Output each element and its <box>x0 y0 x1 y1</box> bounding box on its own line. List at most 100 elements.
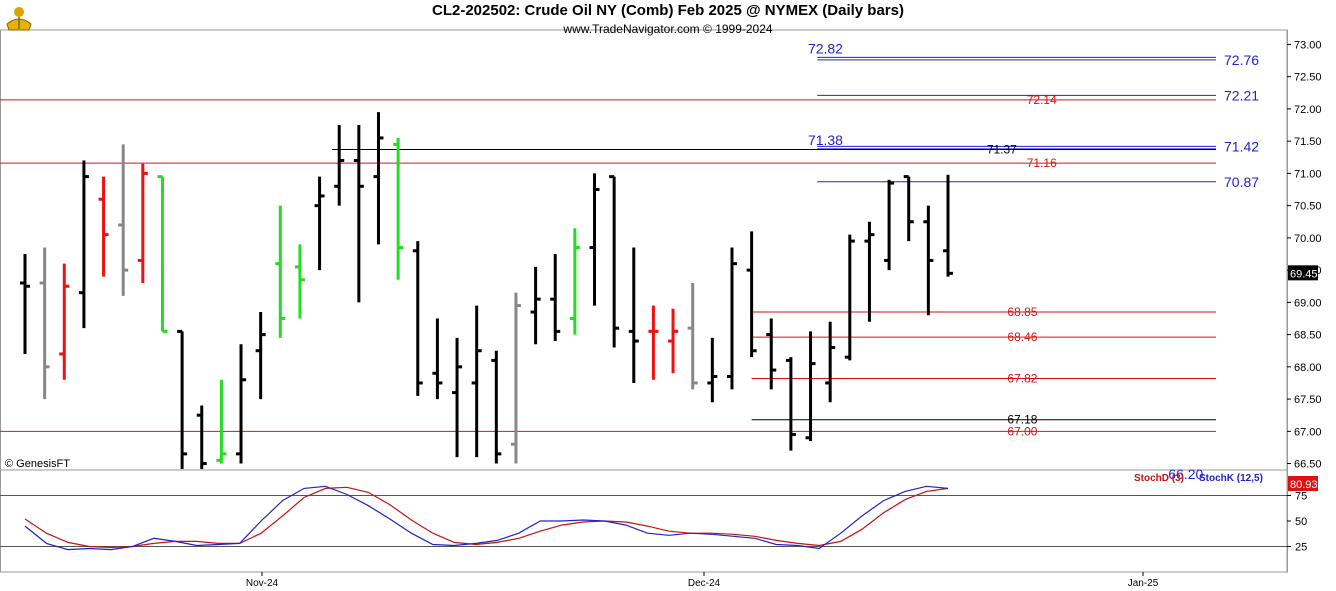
price-tick-label: 72.50 <box>1294 72 1322 84</box>
level-label: 72.76 <box>1224 52 1259 68</box>
price-bar <box>746 231 757 358</box>
level-label: 68.85 <box>1007 305 1037 319</box>
price-bar <box>668 308 679 374</box>
price-bar <box>98 176 109 277</box>
price-bar <box>39 247 50 400</box>
date-tick-label: Jan-25 <box>1128 578 1159 589</box>
level-label: 72.21 <box>1224 87 1259 103</box>
date-axis: Nov-24 Dec-24 Jan-25 <box>246 572 1159 589</box>
price-bar <box>609 175 620 348</box>
price-tick-label: 67.50 <box>1294 394 1322 406</box>
last-price-label: 69.45 <box>1290 268 1318 280</box>
price-bar <box>255 312 266 400</box>
price-bar <box>275 205 286 338</box>
stoch-d-line <box>24 486 949 549</box>
date-tick-label: Nov-24 <box>246 578 279 589</box>
price-bar <box>314 176 325 271</box>
price-bar <box>118 144 129 296</box>
stoch-k-line <box>24 485 949 551</box>
price-bar <box>825 321 836 403</box>
last-price-box <box>1288 265 1318 281</box>
price-bar <box>884 179 895 271</box>
price-axis: 73.0072.5072.0071.5071.0070.5070.0069.50… <box>1287 39 1322 471</box>
chart-subtitle: www.TradeNavigator.com © 1999-2024 <box>563 22 773 36</box>
level-label: 70.87 <box>1224 174 1259 190</box>
level-label: 71.16 <box>1027 156 1057 170</box>
price-bar <box>78 160 89 329</box>
price-tick-label: 66.50 <box>1294 459 1322 471</box>
level-label: 72.82 <box>808 40 843 56</box>
price-bar <box>550 254 561 342</box>
price-bar <box>648 305 659 380</box>
price-bar <box>157 175 168 333</box>
stoch-tick-label: 25 <box>1295 542 1307 554</box>
price-bar <box>412 241 423 396</box>
chart-title: CL2-202502: Crude Oil NY (Comb) Feb 2025… <box>432 2 904 19</box>
level-label: 67.82 <box>1007 371 1037 385</box>
stoch-tick-label: 50 <box>1295 516 1307 528</box>
date-tick-label: Dec-24 <box>688 578 721 589</box>
stochastic-panel: 75 50 25 80.93 <box>0 476 1318 554</box>
level-lines: 72.82 72.76 72.21 72.14 71.42 71.38 71.37 71.16… <box>0 40 1259 482</box>
level-label: 71.38 <box>808 132 843 148</box>
price-bar <box>177 329 188 469</box>
chart-frame <box>0 29 1288 573</box>
level-label: 66.20 <box>1168 466 1203 482</box>
plot-border <box>0 29 1288 573</box>
price-bar <box>137 163 148 284</box>
price-bar <box>353 125 364 303</box>
price-bar <box>530 266 541 345</box>
price-tick-label: 73.00 <box>1294 39 1322 51</box>
level-label: 68.46 <box>1007 330 1037 344</box>
price-bar <box>59 263 70 380</box>
price-tick-label: 71.50 <box>1294 136 1322 148</box>
price-tick-label: 68.00 <box>1294 362 1322 374</box>
price-bar <box>903 175 914 242</box>
price-bar <box>510 292 521 464</box>
price-bar <box>864 221 875 322</box>
genesis-logo-icon <box>6 7 32 31</box>
price-bar <box>334 125 345 206</box>
price-bar <box>393 137 404 280</box>
price-bars <box>20 112 953 469</box>
price-tick-label: 70.50 <box>1294 201 1322 213</box>
price-bar <box>785 357 796 451</box>
price-bar <box>196 405 207 469</box>
stoch-tick-label: 75 <box>1295 491 1307 503</box>
stoch-d-label: StochD (3) <box>1134 473 1184 484</box>
price-tick-label: 67.00 <box>1294 426 1322 438</box>
price-bar <box>20 254 30 354</box>
price-bar <box>844 234 855 361</box>
level-label: 71.37 <box>987 143 1017 157</box>
level-label: 67.18 <box>1007 413 1037 427</box>
level-label: 72.14 <box>1027 93 1057 107</box>
stoch-value-label: 80.93 <box>1290 479 1318 491</box>
price-bar <box>726 247 737 390</box>
price-bar <box>589 173 600 306</box>
price-tick-label: 70.00 <box>1294 233 1322 245</box>
price-bar <box>805 331 816 441</box>
price-bar <box>294 244 305 319</box>
level-label: 71.42 <box>1224 138 1259 154</box>
stoch-k-label: StochK (12,5) <box>1199 473 1263 484</box>
price-bar <box>766 318 777 390</box>
price-bar <box>923 205 934 316</box>
level-label: 67.00 <box>1007 424 1037 438</box>
price-bar <box>569 228 580 335</box>
price-tick-label: 72.00 <box>1294 104 1322 116</box>
price-bar <box>628 247 639 383</box>
price-bar <box>216 379 227 464</box>
price-bar <box>432 318 443 400</box>
price-bar <box>236 344 247 464</box>
price-tick-label: 71.00 <box>1294 168 1322 180</box>
stoch-value-box <box>1288 476 1318 491</box>
price-tick-label: 68.50 <box>1294 330 1322 342</box>
credit-text: © GenesisFT <box>5 458 70 470</box>
price-bar <box>943 174 953 277</box>
price-bar <box>491 350 502 464</box>
price-bar <box>471 305 482 458</box>
price-bar <box>452 337 463 458</box>
price-bar <box>687 283 698 390</box>
price-bar <box>707 337 718 403</box>
